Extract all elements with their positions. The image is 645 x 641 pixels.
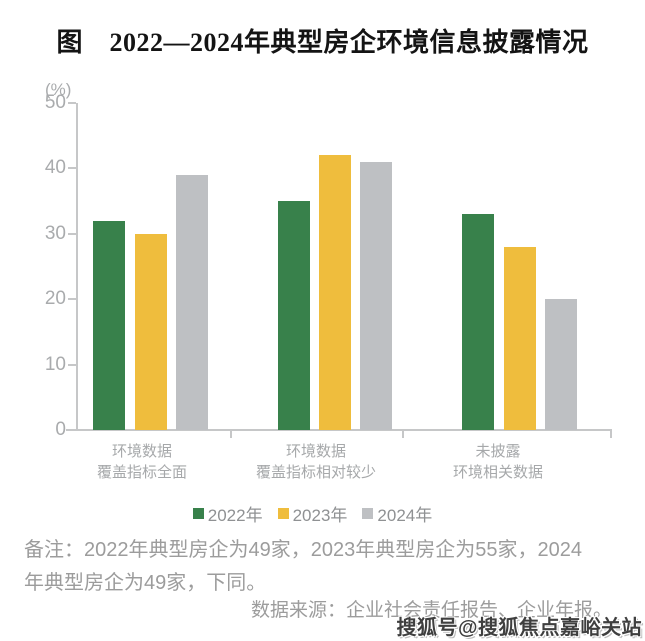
y-tick-label-20: 20	[44, 288, 66, 310]
chart-title: 图 2022—2024年典型房企环境信息披露情况	[56, 28, 589, 57]
legend-item-2023年: 2023年	[277, 501, 348, 526]
bar-2023年-category-1	[134, 233, 167, 430]
x-tick-mark-1	[402, 429, 404, 438]
y-tick-mark-20	[68, 298, 76, 301]
legend-swatch-icon	[192, 508, 204, 519]
note-line-1: 备注：2022年典型房企为49家，2023年典型房企为55家，2024	[24, 539, 582, 561]
y-tick-mark-50	[68, 102, 76, 104]
x-tick-mark-2	[610, 429, 612, 438]
legend-swatch-icon	[277, 508, 289, 519]
category-label-line: 覆盖指标全面	[96, 464, 187, 481]
category-label-line: 环境数据	[285, 443, 346, 460]
y-axis-unit-label: (%)	[45, 80, 72, 99]
category-label-line: 未披露	[475, 443, 521, 460]
bar-2024年-category-1	[175, 174, 208, 430]
y-tick-label-50: 50	[44, 92, 66, 113]
legend-swatch-icon	[362, 508, 374, 519]
category-label-line: 环境数据	[111, 443, 172, 460]
y-tick-mark-30	[68, 232, 76, 235]
legend-label: 2023年	[292, 506, 348, 525]
y-tick-mark-0	[68, 429, 76, 431]
bar-2023年-category-3	[503, 246, 536, 430]
bar-2023年-category-2	[319, 155, 351, 430]
y-tick-mark-40	[68, 167, 76, 170]
y-tick-label-0: 0	[55, 419, 66, 440]
legend-item-2022年: 2022年	[192, 501, 263, 526]
bar-2022年-category-3	[462, 214, 495, 430]
note-text: 备注：2022年典型房企为49家，2023年典型房企为55家，2024 年典型房…	[24, 534, 630, 600]
y-tick-label-10: 10	[44, 353, 66, 375]
y-tick-label-40: 40	[44, 157, 66, 179]
category-label-3: 未披露 环境相关数据	[403, 441, 593, 483]
category-label-line: 覆盖指标相对较少	[255, 464, 376, 481]
chart-legend: 2022年 2023年 2024年	[0, 501, 625, 526]
y-tick-label-30: 30	[44, 222, 66, 244]
y-axis-line	[76, 103, 78, 430]
category-label-line: 环境相关数据	[452, 464, 543, 481]
category-label-1: 环境数据覆盖指标全面	[47, 441, 237, 483]
legend-label: 2024年	[377, 506, 433, 525]
category-label-2: 环境数据覆盖指标相对较少	[221, 441, 411, 483]
bar-2024年-category-2	[360, 161, 393, 430]
bar-2022年-category-2	[277, 201, 310, 430]
x-tick-mark-0	[230, 429, 232, 438]
x-axis-line	[66, 429, 611, 431]
legend-label: 2022年	[207, 506, 263, 525]
note-line-2: 年典型房企为49家，下同。	[24, 572, 267, 594]
watermark-text: 搜狐号@搜狐焦点嘉峪关站	[396, 617, 642, 639]
y-tick-mark-10	[68, 363, 76, 366]
bar-2024年-category-3	[544, 299, 577, 430]
bar-2022年-category-1	[93, 220, 126, 430]
legend-item-2024年: 2024年	[362, 501, 432, 526]
data-source-text: 数据来源：企业社会责任报告、企业年报。	[250, 600, 612, 621]
